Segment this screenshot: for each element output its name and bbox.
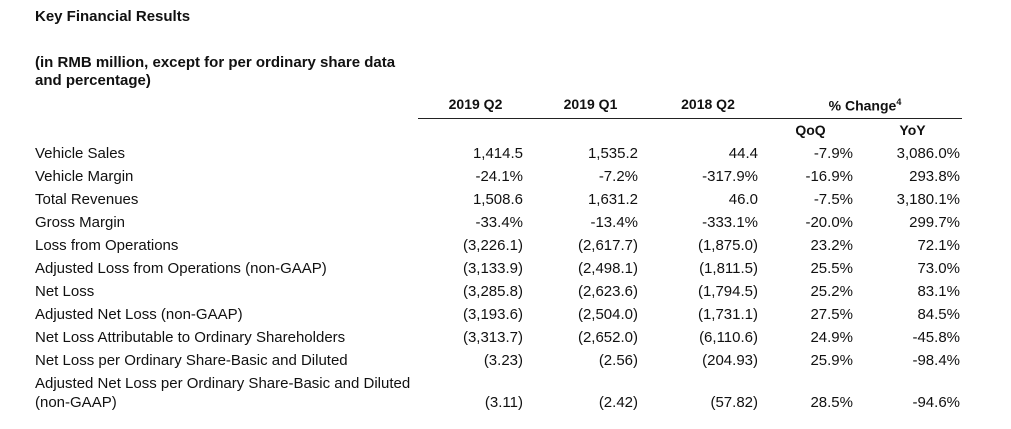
col-header-yoy: YoY <box>899 121 926 138</box>
table-row: Vehicle Sales 1,414.5 1,535.2 44.4 -7.9% 3,08… <box>30 142 962 165</box>
cell-yoy: 84.5% <box>917 305 960 323</box>
cell-yoy: -98.4% <box>912 351 960 369</box>
cell-yoy: 3,086.0% <box>896 144 960 162</box>
pct-change-label: % Change <box>828 97 897 114</box>
cell-qoq: -7.9% <box>813 144 853 162</box>
cell-q1-2019: -7.2% <box>598 167 638 185</box>
cell-q2-2018: 44.4 <box>728 144 758 162</box>
cell-q1-2019: -13.4% <box>590 213 638 231</box>
cell-q2-2018: (1,731.1) <box>697 305 758 323</box>
cell-q2-2019: (3,226.1) <box>462 236 523 254</box>
row-label: Net Loss per Ordinary Share-Basic and Di… <box>35 351 348 369</box>
row-label: Net Loss Attributable to Ordinary Shareh… <box>35 328 346 346</box>
cell-qoq: -16.9% <box>805 167 853 185</box>
page-title: Key Financial Results <box>35 8 191 25</box>
cell-qoq: 24.9% <box>810 328 853 346</box>
table-row: Adjusted Loss from Operations (non-GAAP)… <box>30 257 962 280</box>
cell-q2-2019: (3,285.8) <box>462 282 523 300</box>
cell-q2-2018: (1,875.0) <box>697 236 758 254</box>
cell-yoy: 73.0% <box>917 259 960 277</box>
row-label: Net Loss <box>35 282 95 300</box>
col-header-qoq: QoQ <box>795 121 826 138</box>
cell-q2-2019: 1,508.6 <box>472 190 523 208</box>
cell-q2-2019: -24.1% <box>475 167 523 185</box>
table-row: Adjusted Net Loss (non-GAAP) (3,193.6) (2,… <box>30 303 962 326</box>
column-header-row: 2019 Q2 2019 Q1 2018 Q2 % Change4 <box>30 91 962 119</box>
table-row: Adjusted Net Loss per Ordinary Share-Bas… <box>30 372 962 414</box>
cell-qoq: 28.5% <box>810 393 853 411</box>
cell-yoy: 3,180.1% <box>896 190 960 208</box>
cell-qoq: 25.5% <box>810 259 853 277</box>
cell-q2-2019: 1,414.5 <box>472 144 523 162</box>
cell-yoy: 293.8% <box>909 167 960 185</box>
cell-yoy: -94.6% <box>912 393 960 411</box>
cell-q2-2019: (3,313.7) <box>462 328 523 346</box>
cell-q1-2019: (2,623.6) <box>577 282 638 300</box>
col-header-2019-q1: 2019 Q1 <box>533 91 648 119</box>
table-row: Loss from Operations (3,226.1) (2,617.7) (1… <box>30 234 962 257</box>
cell-q1-2019: (2,652.0) <box>577 328 638 346</box>
cell-q1-2019: (2,504.0) <box>577 305 638 323</box>
financial-results-table: 2019 Q2 2019 Q1 2018 Q2 % Change4 QoQ Yo… <box>30 91 962 414</box>
cell-q2-2019: (3.11) <box>484 393 523 411</box>
cell-q2-2019: (3,193.6) <box>462 305 523 323</box>
col-header-pct-change: % Change4 <box>768 91 962 119</box>
cell-q1-2019: (2.42) <box>598 393 638 411</box>
cell-q1-2019: 1,535.2 <box>587 144 638 162</box>
cell-q2-2018: -317.9% <box>702 167 758 185</box>
table-subtitle: (in RMB million, except for per ordinary… <box>35 54 396 89</box>
row-label: Adjusted Net Loss (non-GAAP) <box>35 305 243 323</box>
table-row: Net Loss (3,285.8) (2,623.6) (1,794.5) 25.2%… <box>30 280 962 303</box>
cell-q2-2018: (57.82) <box>710 393 758 411</box>
row-label: Gross Margin <box>35 213 126 231</box>
row-label: Total Revenues <box>35 190 139 208</box>
row-label: Vehicle Sales <box>35 144 126 162</box>
row-label: Adjusted Net Loss per Ordinary Share-Bas… <box>35 374 411 411</box>
cell-q2-2018: (204.93) <box>702 351 758 369</box>
col-header-2019-q2: 2019 Q2 <box>418 91 533 119</box>
cell-yoy: 72.1% <box>917 236 960 254</box>
cell-q2-2018: (1,794.5) <box>697 282 758 300</box>
table-row: Net Loss Attributable to Ordinary Shareh… <box>30 326 962 349</box>
cell-qoq: 25.2% <box>810 282 853 300</box>
table-row: Net Loss per Ordinary Share-Basic and Di… <box>30 349 962 372</box>
cell-yoy: 299.7% <box>909 213 960 231</box>
cell-q2-2018: (1,811.5) <box>699 259 758 277</box>
table-row: Total Revenues 1,508.6 1,631.2 46.0 -7.5% 3,1… <box>30 188 962 211</box>
col-header-2018-q2: 2018 Q2 <box>648 91 768 119</box>
cell-yoy: 83.1% <box>917 282 960 300</box>
cell-q2-2019: -33.4% <box>475 213 523 231</box>
cell-q1-2019: (2,498.1) <box>577 259 638 277</box>
table-row: Gross Margin -33.4% -13.4% -333.1% -20.0% 299… <box>30 211 962 234</box>
cell-qoq: 25.9% <box>810 351 853 369</box>
cell-qoq: -20.0% <box>805 213 853 231</box>
cell-q2-2019: (3.23) <box>483 351 523 369</box>
row-label: Loss from Operations <box>35 236 179 254</box>
row-label: Adjusted Loss from Operations (non-GAAP) <box>35 259 327 277</box>
subcolumn-header-row: QoQ YoY <box>30 118 962 142</box>
table-row: Vehicle Margin -24.1% -7.2% -317.9% -16.9% 29… <box>30 165 962 188</box>
cell-q2-2018: 46.0 <box>728 190 758 208</box>
cell-q1-2019: (2,617.7) <box>577 236 638 254</box>
pct-change-footnote: 4 <box>896 97 902 107</box>
cell-q2-2018: (6,110.6) <box>699 328 758 346</box>
cell-q1-2019: 1,631.2 <box>587 190 638 208</box>
cell-q2-2019: (3,133.9) <box>462 259 523 277</box>
cell-q2-2018: -333.1% <box>702 213 758 231</box>
cell-yoy: -45.8% <box>912 328 960 346</box>
cell-qoq: 23.2% <box>810 236 853 254</box>
row-label: Vehicle Margin <box>35 167 134 185</box>
cell-q1-2019: (2.56) <box>598 351 638 369</box>
cell-qoq: -7.5% <box>813 190 853 208</box>
cell-qoq: 27.5% <box>810 305 853 323</box>
